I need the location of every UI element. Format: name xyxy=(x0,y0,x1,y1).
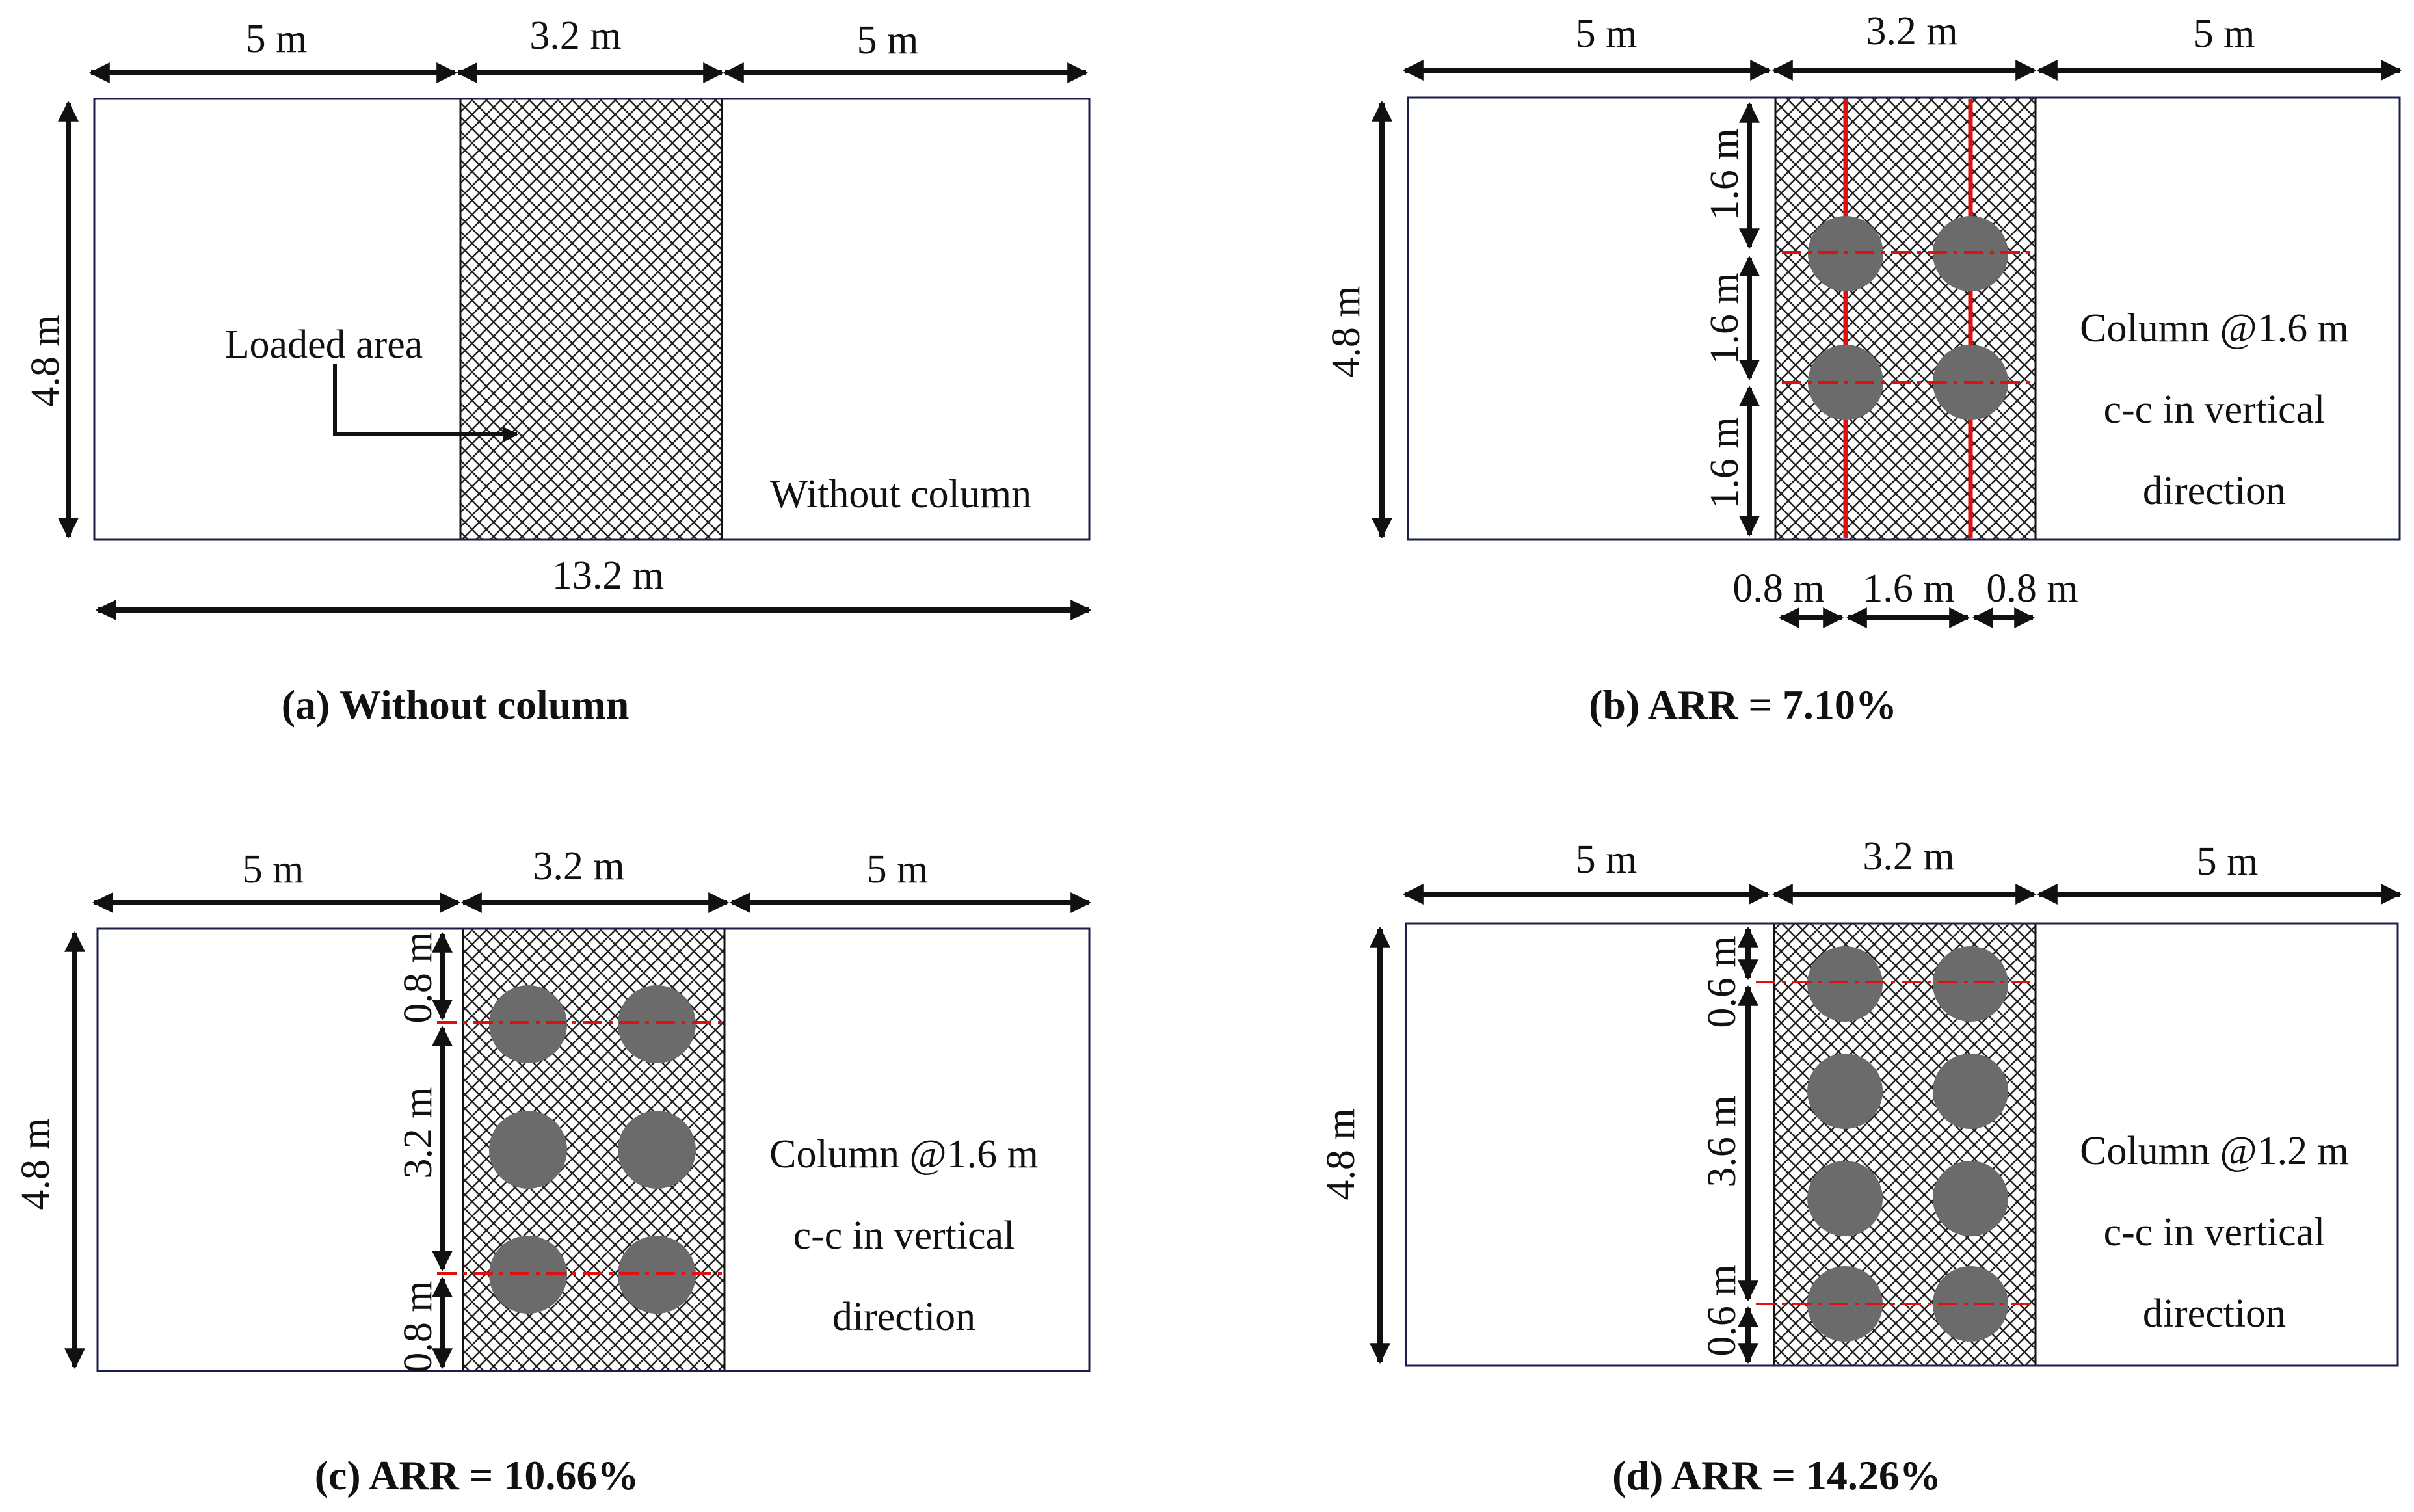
panel-b: 5 m 3.2 m 5 m 4.8 m 1.6 m 1.6 m 1.6 m 0.… xyxy=(1324,9,2402,728)
panel-a-dim-mid: 3.2 m xyxy=(529,14,621,58)
panel-b-vdim-1: 1.6 m xyxy=(1703,128,1747,220)
panel-a-outline xyxy=(93,98,1091,541)
panel-d-outline xyxy=(1405,922,2399,1367)
panel-d-column xyxy=(1933,1054,2008,1129)
panel-c-column xyxy=(618,985,696,1063)
panel-d-column xyxy=(1933,1266,2008,1342)
panel-b-height-dim: 4.8 m xyxy=(1324,285,1368,377)
panel-c-note-1: Column @1.6 m xyxy=(769,1132,1039,1176)
panel-a-caption: (a) Without column xyxy=(282,682,630,728)
panel-c-column xyxy=(489,985,567,1063)
panel-b-dim-mid: 3.2 m xyxy=(1866,9,1957,53)
panel-b-caption: (b) ARR = 7.10% xyxy=(1589,682,1897,728)
panel-d-caption: (d) ARR = 14.26% xyxy=(1612,1452,1941,1498)
panel-c-column xyxy=(618,1111,696,1189)
panel-b-bdim-3: 0.8 m xyxy=(1986,566,2078,611)
panel-d-column xyxy=(1807,946,1883,1022)
panel-d-note-1: Column @1.2 m xyxy=(2080,1129,2349,1173)
panel-c-height-dim: 4.8 m xyxy=(14,1118,58,1210)
panel-a-dim-left: 5 m xyxy=(246,17,308,61)
panel-c-note-2: c-c in vertical xyxy=(793,1214,1015,1258)
panel-b-dim-right: 5 m xyxy=(2194,12,2255,56)
panel-b-dim-left: 5 m xyxy=(1576,12,1638,56)
panel-d-column xyxy=(1807,1161,1883,1236)
panel-c-vdim-3: 0.8 m xyxy=(396,1280,440,1372)
panel-b-loaded-area xyxy=(1774,96,2037,541)
panel-c-note-3: direction xyxy=(832,1295,975,1339)
panel-d-note-3: direction xyxy=(2143,1292,2286,1336)
panel-b-vdim-2: 1.6 m xyxy=(1703,272,1747,364)
panel-b-note-3: direction xyxy=(2143,469,2286,513)
panel-c-vdim-1: 0.8 m xyxy=(396,931,440,1023)
panel-c: 5 m 3.2 m 5 m 4.8 m 0.8 m 3.2 m 0.8 m Co… xyxy=(14,844,1092,1498)
panel-d-note-2: c-c in vertical xyxy=(2104,1210,2326,1254)
panel-d-column xyxy=(1933,1161,2008,1236)
panel-d-column xyxy=(1807,1054,1883,1129)
panel-c-vdim-2: 3.2 m xyxy=(396,1087,440,1178)
panel-a-total-dim: 13.2 m xyxy=(552,553,664,598)
panel-d: 5 m 3.2 m 5 m 4.8 m 0.6 m 3.6 m 0.6 m Co… xyxy=(1319,834,2402,1498)
panel-b-note-2: c-c in vertical xyxy=(2104,388,2326,432)
panel-b-outline xyxy=(1407,96,2401,541)
panel-a-dim-right: 5 m xyxy=(857,18,919,62)
panel-b-vdim-3: 1.6 m xyxy=(1703,417,1747,509)
panel-a: 5 m 3.2 m 5 m 4.8 m 13.2 m Loaded area W… xyxy=(23,14,1092,728)
panel-c-dim-left: 5 m xyxy=(243,847,304,892)
panel-d-dim-right: 5 m xyxy=(2197,840,2259,884)
panel-b-bdim-1: 0.8 m xyxy=(1732,566,1824,611)
panel-d-height-dim: 4.8 m xyxy=(1319,1108,1363,1200)
panel-d-dim-mid: 3.2 m xyxy=(1863,834,1954,879)
panel-c-dim-mid: 3.2 m xyxy=(533,844,624,888)
panel-c-column xyxy=(489,1111,567,1189)
panel-c-outline xyxy=(96,927,1091,1372)
panel-d-column xyxy=(1933,946,2008,1022)
panel-d-vdim-2: 3.6 m xyxy=(1700,1095,1744,1187)
panel-a-height-dim: 4.8 m xyxy=(23,315,68,406)
panel-d-vdim-3: 0.6 m xyxy=(1700,1264,1744,1356)
panel-d-vdim-1: 0.6 m xyxy=(1700,936,1744,1028)
panel-b-bdim-2: 1.6 m xyxy=(1863,566,1954,611)
panel-a-loaded-label: Loaded area xyxy=(225,323,423,367)
panel-a-loaded-area xyxy=(459,98,723,541)
panel-a-loaded-leader xyxy=(333,364,519,442)
panel-c-dim-right: 5 m xyxy=(867,847,929,892)
panel-d-dim-left: 5 m xyxy=(1576,838,1638,882)
panel-a-note: Without column xyxy=(770,472,1031,516)
panel-c-caption: (c) ARR = 10.66% xyxy=(315,1452,639,1498)
panel-b-note-1: Column @1.6 m xyxy=(2080,306,2349,351)
